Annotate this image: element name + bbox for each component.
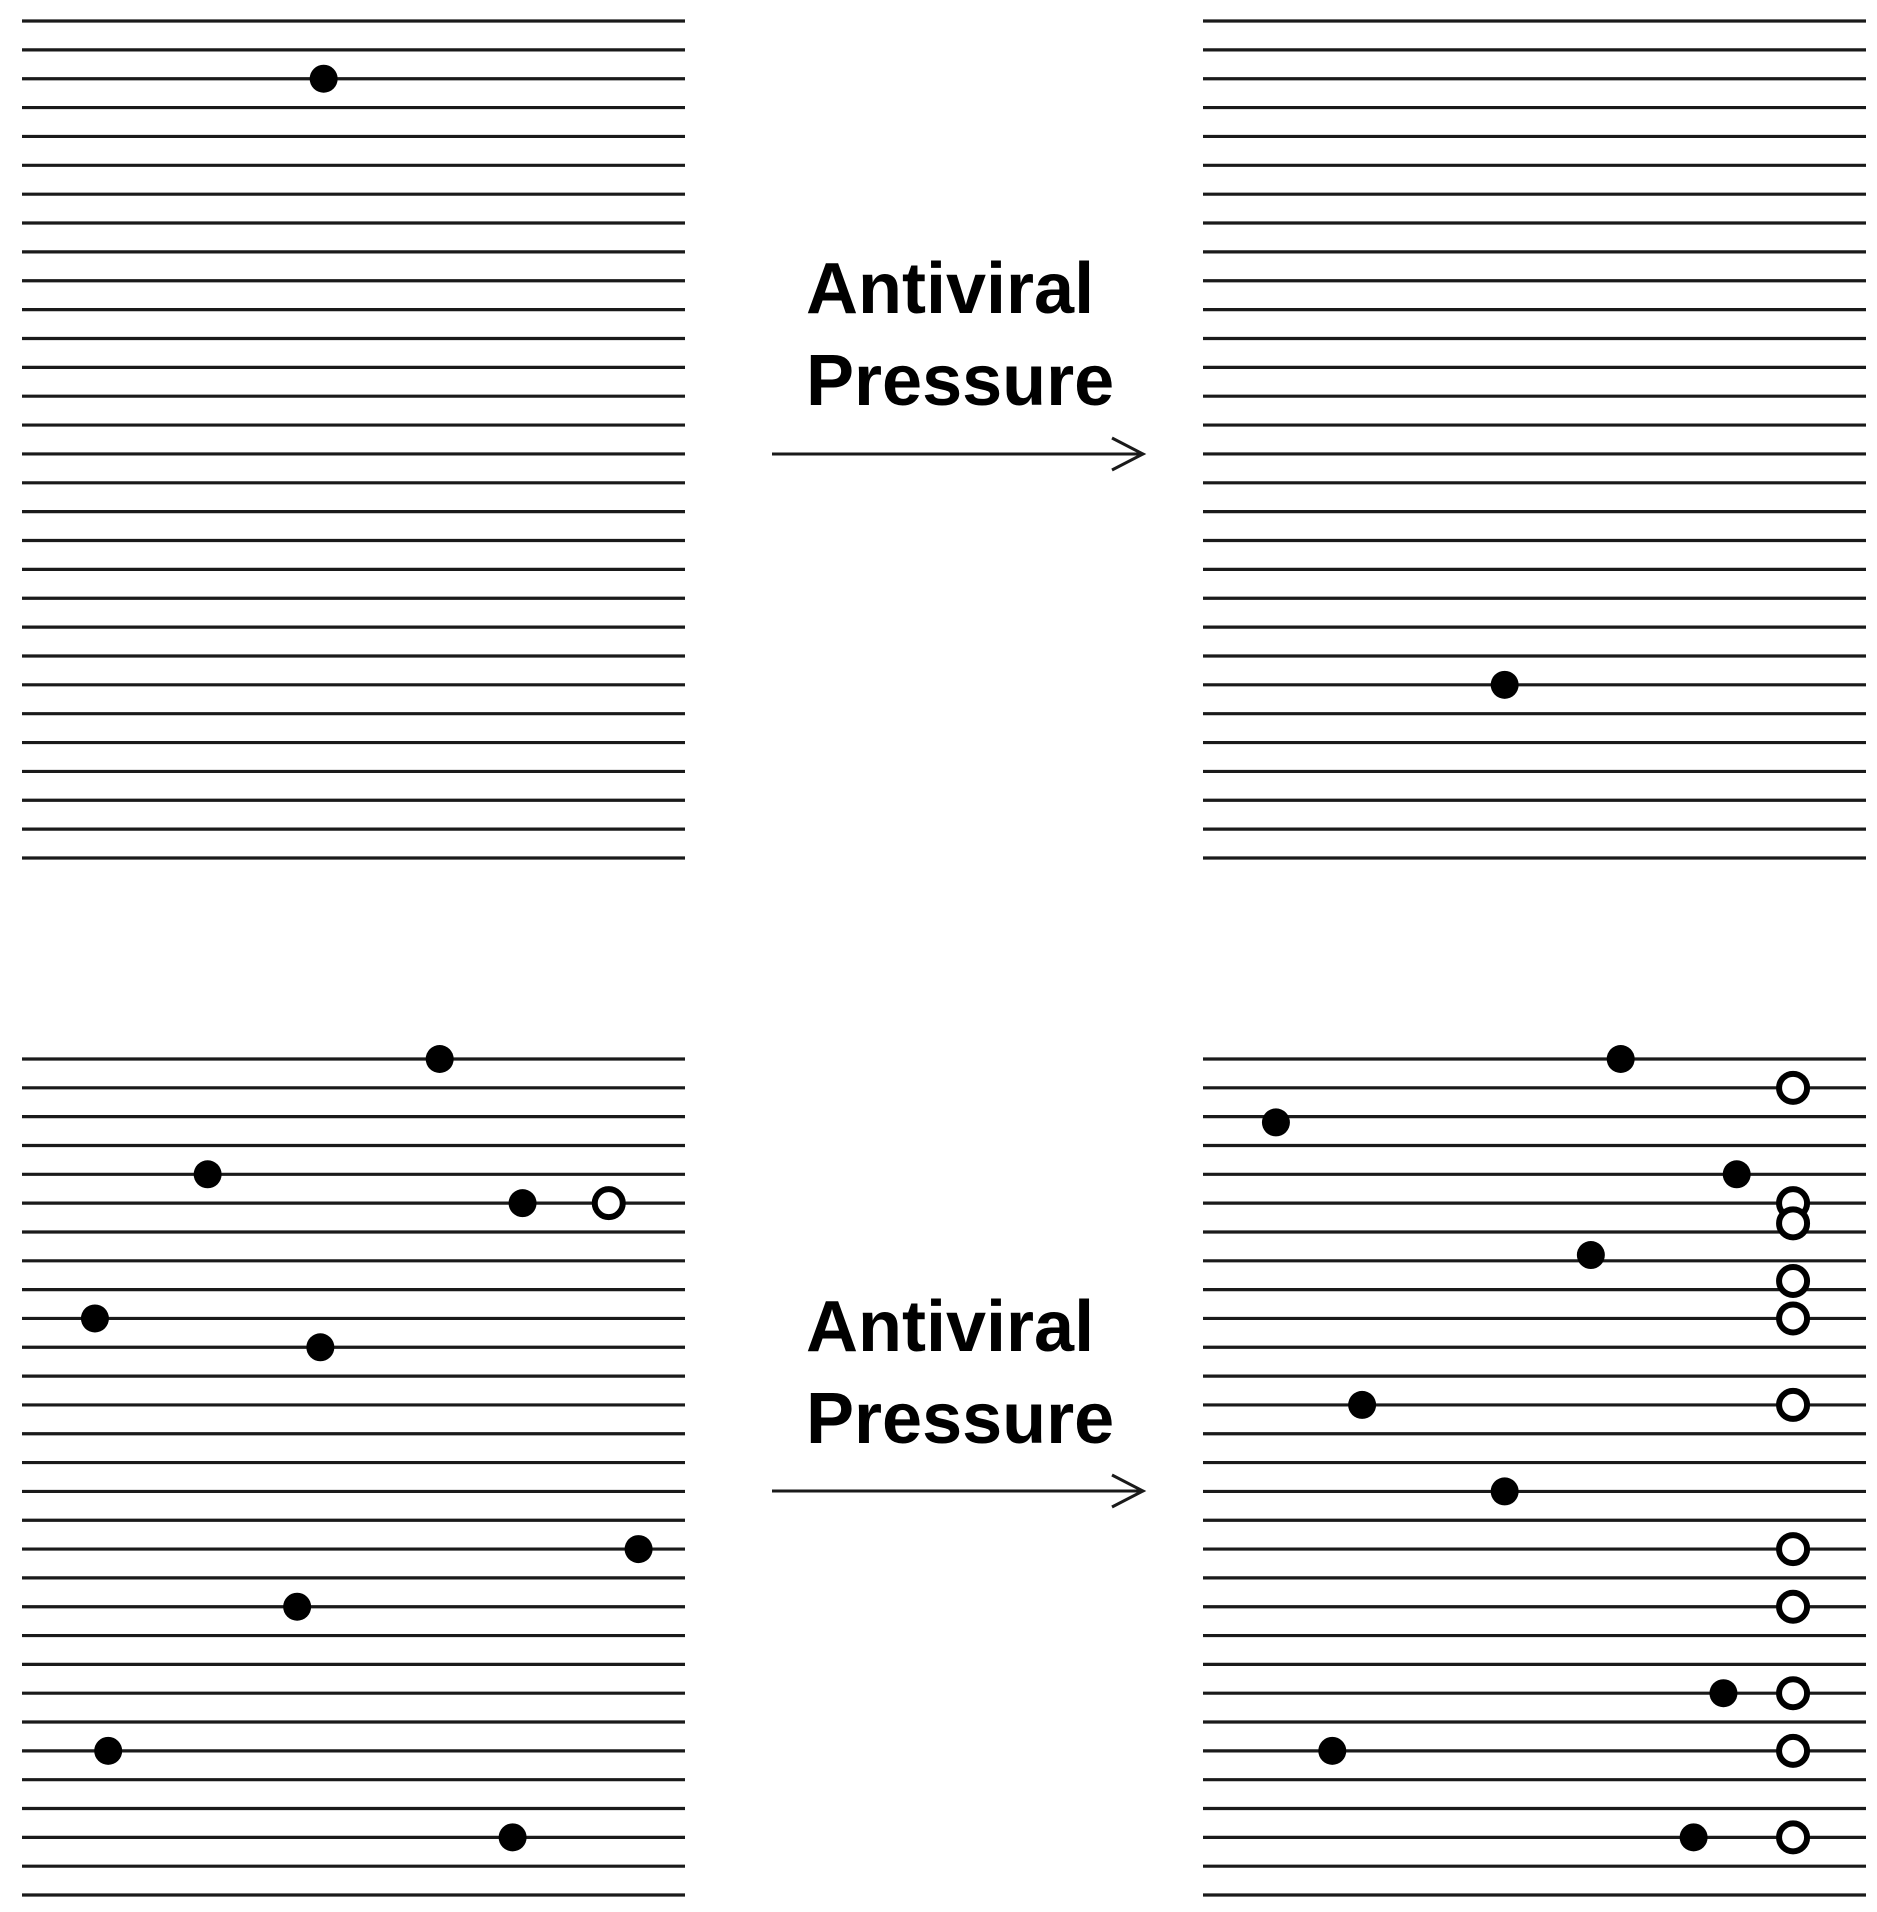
open-circle-marker (1776, 1263, 1811, 1298)
genome-lines (1203, 1057, 1866, 1897)
genome-lines (22, 1057, 685, 1897)
filled-circle-marker (1722, 1160, 1751, 1189)
panel-top-right (1203, 19, 1866, 860)
filled-circle-marker (80, 1304, 109, 1333)
filled-circle-marker (1606, 1045, 1635, 1073)
filled-circle-marker (425, 1045, 454, 1073)
filled-circle-marker (1709, 1679, 1738, 1708)
open-circle-marker (1776, 1301, 1811, 1336)
right-arrow-icon (772, 436, 1147, 472)
open-circle-marker (591, 1186, 626, 1221)
open-circle-marker (1776, 1532, 1811, 1567)
filled-circle-marker (193, 1160, 222, 1189)
open-circle-marker (1776, 1676, 1811, 1711)
open-circle-marker (1776, 1387, 1811, 1422)
mutation-markers (1490, 670, 1519, 699)
transition-label-line2: Pressure (806, 341, 1114, 421)
genome-lines (1203, 19, 1866, 860)
filled-circle-marker (498, 1823, 527, 1852)
filled-circle-marker (1261, 1108, 1290, 1137)
mutation-markers (1261, 1045, 1811, 1855)
mutation-markers (80, 1045, 653, 1852)
filled-circle-marker (1490, 670, 1519, 699)
filled-circle-marker (1490, 1477, 1519, 1506)
filled-circle-marker (306, 1333, 335, 1362)
panel-bottom-right (1203, 1045, 1866, 1897)
transition-label-line1: Antiviral (806, 1287, 1094, 1367)
open-circle-marker (1776, 1733, 1811, 1768)
filled-circle-marker (508, 1189, 537, 1218)
transition-label-line1: Antiviral (806, 249, 1094, 329)
filled-circle-marker (309, 64, 338, 93)
panel-top-left (22, 19, 685, 860)
open-circle-marker (1776, 1206, 1811, 1241)
filled-circle-marker (94, 1736, 123, 1765)
genome-lines (22, 19, 685, 860)
open-circle-marker (1776, 1820, 1811, 1855)
filled-circle-marker (1576, 1241, 1605, 1270)
filled-circle-marker (283, 1592, 312, 1621)
open-circle-marker (1776, 1589, 1811, 1624)
panel-bottom-left (22, 1045, 685, 1897)
mutation-markers (309, 64, 338, 93)
open-circle-marker (1776, 1070, 1811, 1105)
filled-circle-marker (624, 1535, 653, 1564)
transition-top: Antiviral Pressure (772, 249, 1147, 472)
right-arrow-icon (772, 1473, 1147, 1509)
transition-label-line2: Pressure (806, 1379, 1114, 1459)
filled-circle-marker (1318, 1736, 1347, 1765)
filled-circle-marker (1348, 1390, 1377, 1419)
filled-circle-marker (1679, 1823, 1708, 1852)
transition-bottom: Antiviral Pressure (772, 1287, 1147, 1509)
